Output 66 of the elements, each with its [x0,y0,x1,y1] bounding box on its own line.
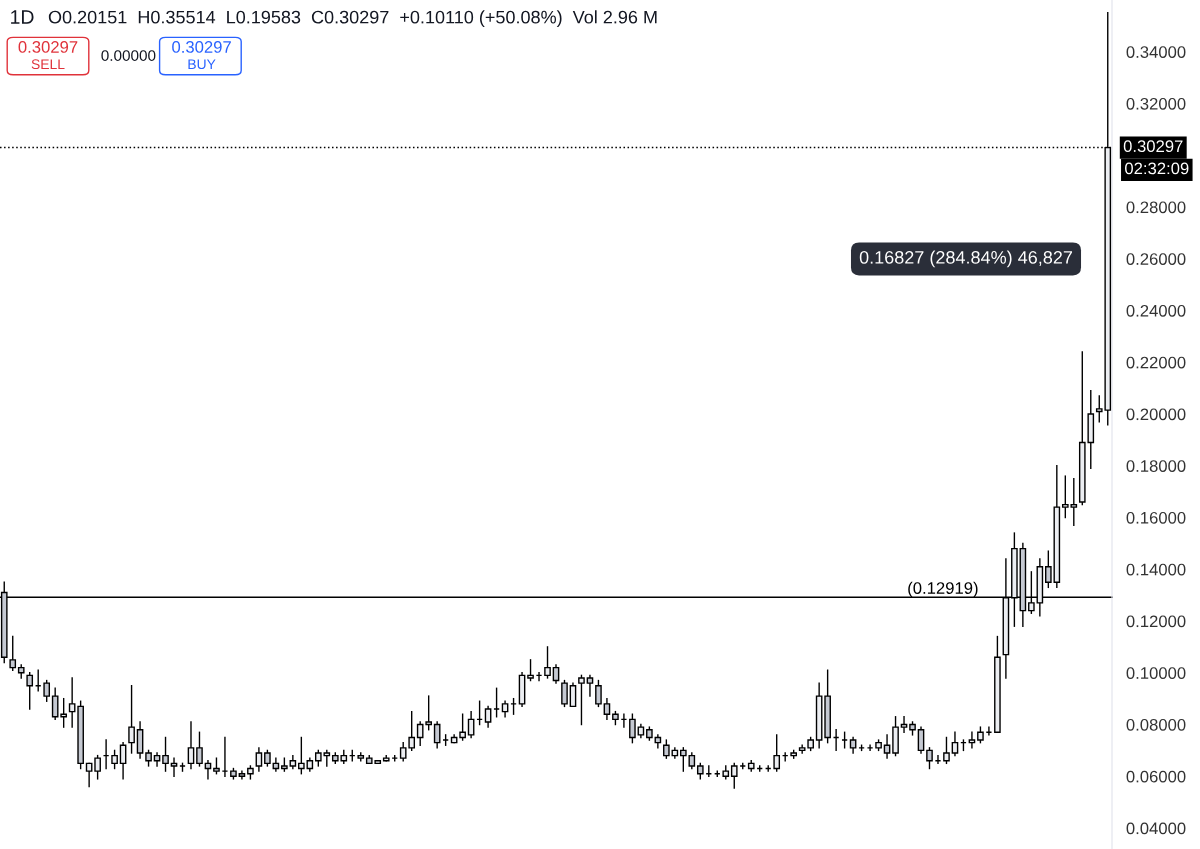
candlestick [595,679,602,708]
candlestick [943,736,950,765]
y-tick-label: 0.24000 [1126,304,1186,317]
annotation: BUY [188,59,216,70]
candlestick [196,731,203,767]
y-tick-label: 0.14000 [1126,563,1186,576]
candlestick [730,762,738,789]
chart-title: 1D [11,10,34,24]
candlestick [43,679,51,702]
annotation: 0.30297 [172,41,231,53]
y-tick-label: 0.26000 [1126,253,1186,265]
text: 02:32:09 [1125,162,1189,175]
candlestick [136,721,144,759]
candlestick [798,744,806,754]
candlestick [561,679,568,708]
y-tick-label: 0.16000 [1126,511,1186,524]
candlestick [467,710,475,739]
y-tick-label: 0.28000 [1126,201,1186,214]
candlestick [773,734,781,772]
candlestick [162,736,169,772]
candlestick [663,739,670,759]
candlestick [603,697,611,721]
candlestick [900,716,908,733]
candlestick [298,736,305,775]
candlestick [883,734,891,759]
y-tick-label: 0.32000 [1126,97,1186,110]
candlestick [951,731,959,757]
candlestick [255,747,263,772]
candlestick [9,635,17,671]
candlestick [238,770,246,780]
y-tick-label: 0.06000 [1126,770,1186,783]
y-tick-label: 0.12000 [1126,615,1186,628]
candlestick [917,726,925,754]
candlestick [527,659,534,682]
y-tick-label: 0.04000 [1126,822,1186,835]
ref-line-label: (0.12919) [908,581,978,598]
candlestick [552,664,560,684]
candlestick [586,674,594,697]
annotation: 0.30297 [18,41,78,53]
annotation: 0.00000 [101,50,156,61]
candlestick [187,721,195,770]
candlestick [85,762,93,788]
candlestick [629,713,636,744]
candlestick [578,674,585,726]
candlestick [170,757,178,777]
y-tick-label: 0.22000 [1126,356,1186,369]
candlestick [128,685,135,754]
candlestick [968,731,976,749]
candlestick [484,705,492,728]
text: O0.20151 H0.35514 L0.19583 C0.30297 +0.10110 (+50.08%) Vol 2.96 M [48,10,657,28]
y-tick-label: 0.34000 [1126,46,1186,58]
candlestick [26,672,34,710]
candlestick [459,713,466,741]
annotation: 0.16827 (284.84%) 46,827 [859,250,1073,268]
ref-line-label: 0.30297 [1123,140,1183,153]
candlestick [68,677,76,728]
y-tick-label: 0.18000 [1126,460,1186,472]
candlestick [94,754,101,780]
candlestick [926,747,933,770]
candlestick [111,749,118,770]
candlestick [569,682,577,708]
y-tick-label: 0.08000 [1126,718,1186,731]
y-tick-label: 0.10000 [1126,667,1186,679]
annotation: SELL [31,59,65,70]
y-tick-label: 0.20000 [1126,408,1186,421]
candlestick [544,646,551,679]
